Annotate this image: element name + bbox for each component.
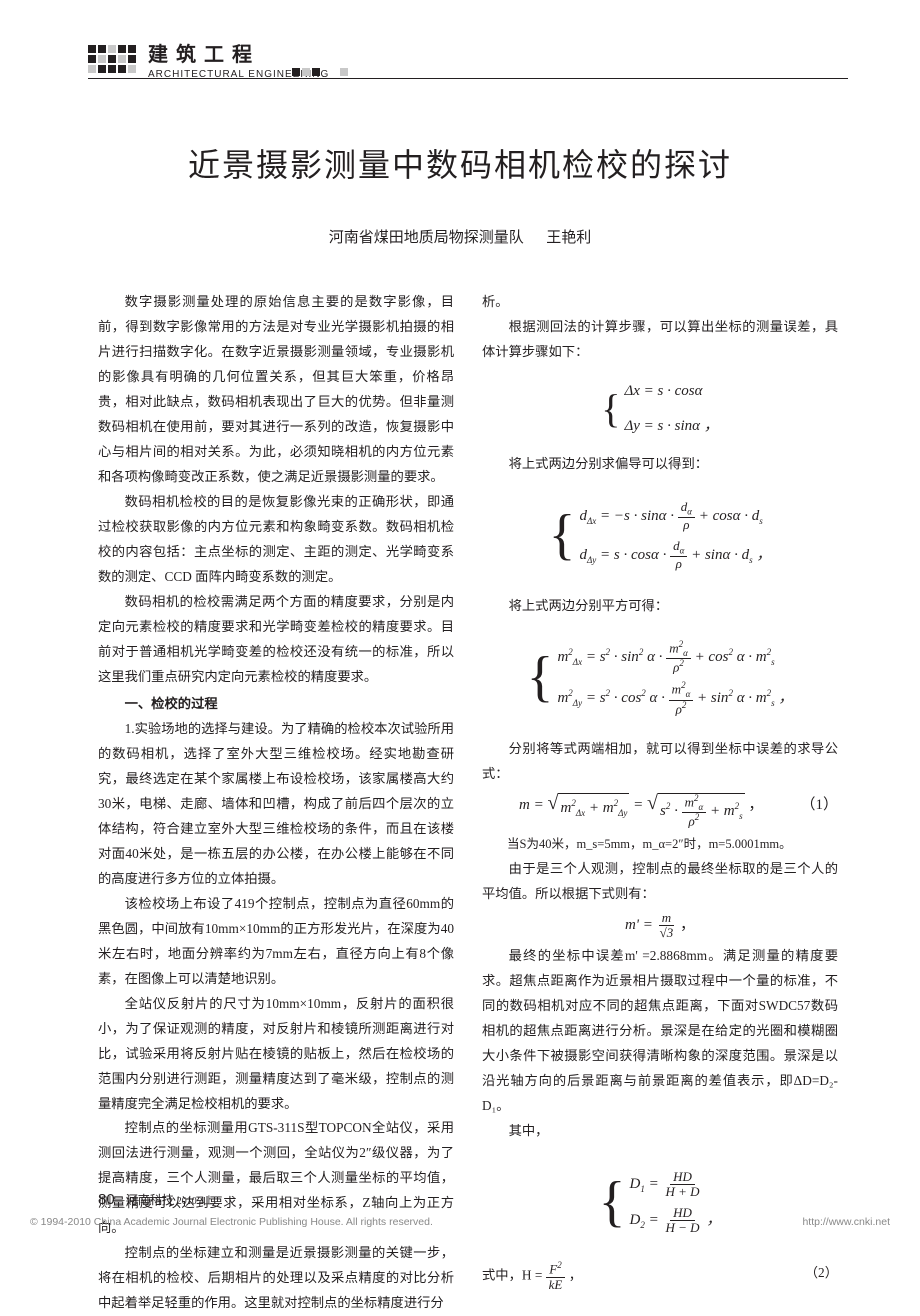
paragraph: 其中， [482,1119,838,1144]
section-title-cn: 建筑工程 [148,38,329,67]
right-column: 析。 根据测回法的计算步骤，可以算出坐标的测量误差，具体计算步骤如下： { Δx… [482,290,838,1316]
paragraph: 数码相机的检校需满足两个方面的精度要求，分别是内定向元素检校的精度要求和光学畸变… [98,590,454,690]
equation-block-3: { m2Δx = s2 · sin2 α · m2αρ2 + cos2 α · … [482,625,838,730]
paragraph: 该检校场上布设了419个控制点，控制点为直径60mm的黑色圆，中间放有10mm×… [98,892,454,992]
equation-5: m' = m√3 ， [482,911,838,941]
paragraph: 全站仪反射片的尺寸为10mm×10mm，反射片的面积很小，为了保证观测的精度，对… [98,992,454,1117]
paragraph: 最终的坐标中误差m' =2.8868mm。满足测量的精度要求。超焦点距离作为近景… [482,944,838,1119]
paragraph: 将上式两边分别求偏导可以得到： [482,452,838,477]
article-title: 近景摄影测量中数码相机检校的探讨 [0,140,920,186]
journal-name: 河南科技 [126,1193,174,1207]
paragraph: 将上式两边分别平方可得： [482,594,838,619]
paragraph: 当S为40米，m_s=5mm，m_α=2″时，m=5.0001mm。 [482,833,838,857]
equation-number: （2） [805,1261,838,1286]
copyright-link: http://www.cnki.net [802,1216,890,1228]
paragraph: 控制点的坐标建立和测量是近景摄影测量的关键一步，将在相机的检校、后期相片的处理以… [98,1241,454,1316]
equation: D1 = HDH + D [630,1170,722,1200]
copyright-text: © 1994-2010 China Academic Journal Elect… [30,1216,433,1228]
copyright-line: © 1994-2010 China Academic Journal Elect… [30,1216,890,1228]
byline-affiliation: 河南省煤田地质局物探测量队 [329,230,524,246]
paragraph: 1.实验场地的选择与建设。为了精确的检校本次试验所用的数码相机，选择了室外大型三… [98,717,454,892]
equation: Δx = s · cosα [624,377,718,405]
content-columns: 数字摄影测量处理的原始信息主要的是数字影像，目前，得到数字影像常用的方法是对专业… [98,290,838,1316]
section-heading: 一、检校的过程 [98,692,454,717]
left-column: 数字摄影测量处理的原始信息主要的是数字影像，目前，得到数字影像常用的方法是对专业… [98,290,454,1316]
page-number: 80 [98,1191,115,1208]
paragraph: 式中，H = F2kE ， （2） [482,1261,838,1292]
paragraph-continuation: 析。 [482,290,838,315]
equation-4: m = √m2Δx + m2Δy = √s2 · m2αρ2 + m2s ， （… [482,791,838,829]
equation: Δy = s · sinα ， [624,412,718,440]
header-ornament-trail [292,68,348,76]
header-ornament-grid [88,45,136,73]
equation-block-1: { Δx = s · cosα Δy = s · sinα ， [482,371,838,446]
equation-number: （1） [800,791,838,819]
paragraph: 根据测回法的计算步骤，可以算出坐标的测量误差，具体计算步骤如下： [482,315,838,365]
issue-info: 2010.4上 [177,1196,215,1207]
equation: m2Δx = s2 · sin2 α · m2αρ2 + cos2 α · m2… [557,640,793,675]
header-rule [88,78,848,79]
paragraph: 数字摄影测量处理的原始信息主要的是数字影像，目前，得到数字影像常用的方法是对专业… [98,290,454,490]
equation: dΔy = s · cosα · dαρ + sinα · ds ， [580,539,772,572]
page-footer: 80 河南科技 2010.4上 [98,1191,214,1208]
paragraph: 分别将等式两端相加，就可以得到坐标中误差的求导公式： [482,737,838,787]
byline: 河南省煤田地质局物探测量队 王艳利 [0,226,920,247]
equation-block-2: { dΔx = −s · sinα · dαρ + cosα · ds dΔy … [482,483,838,588]
equation-block-6: { D1 = HDH + D D2 = HDH − D ， [482,1150,838,1255]
equation: dΔx = −s · sinα · dαρ + cosα · ds [580,500,772,533]
paragraph: 数码相机检校的目的是恢复影像光束的正确形状，即通过检校获取影像的内方位元素和构象… [98,490,454,590]
equation: m2Δy = s2 · cos2 α · m2αρ2 + sin2 α · m2… [557,681,793,716]
paragraph: 由于是三个人观测，控制点的最终坐标取的是三个人的平均值。所以根据下式则有： [482,857,838,907]
byline-author: 王艳利 [546,230,591,246]
